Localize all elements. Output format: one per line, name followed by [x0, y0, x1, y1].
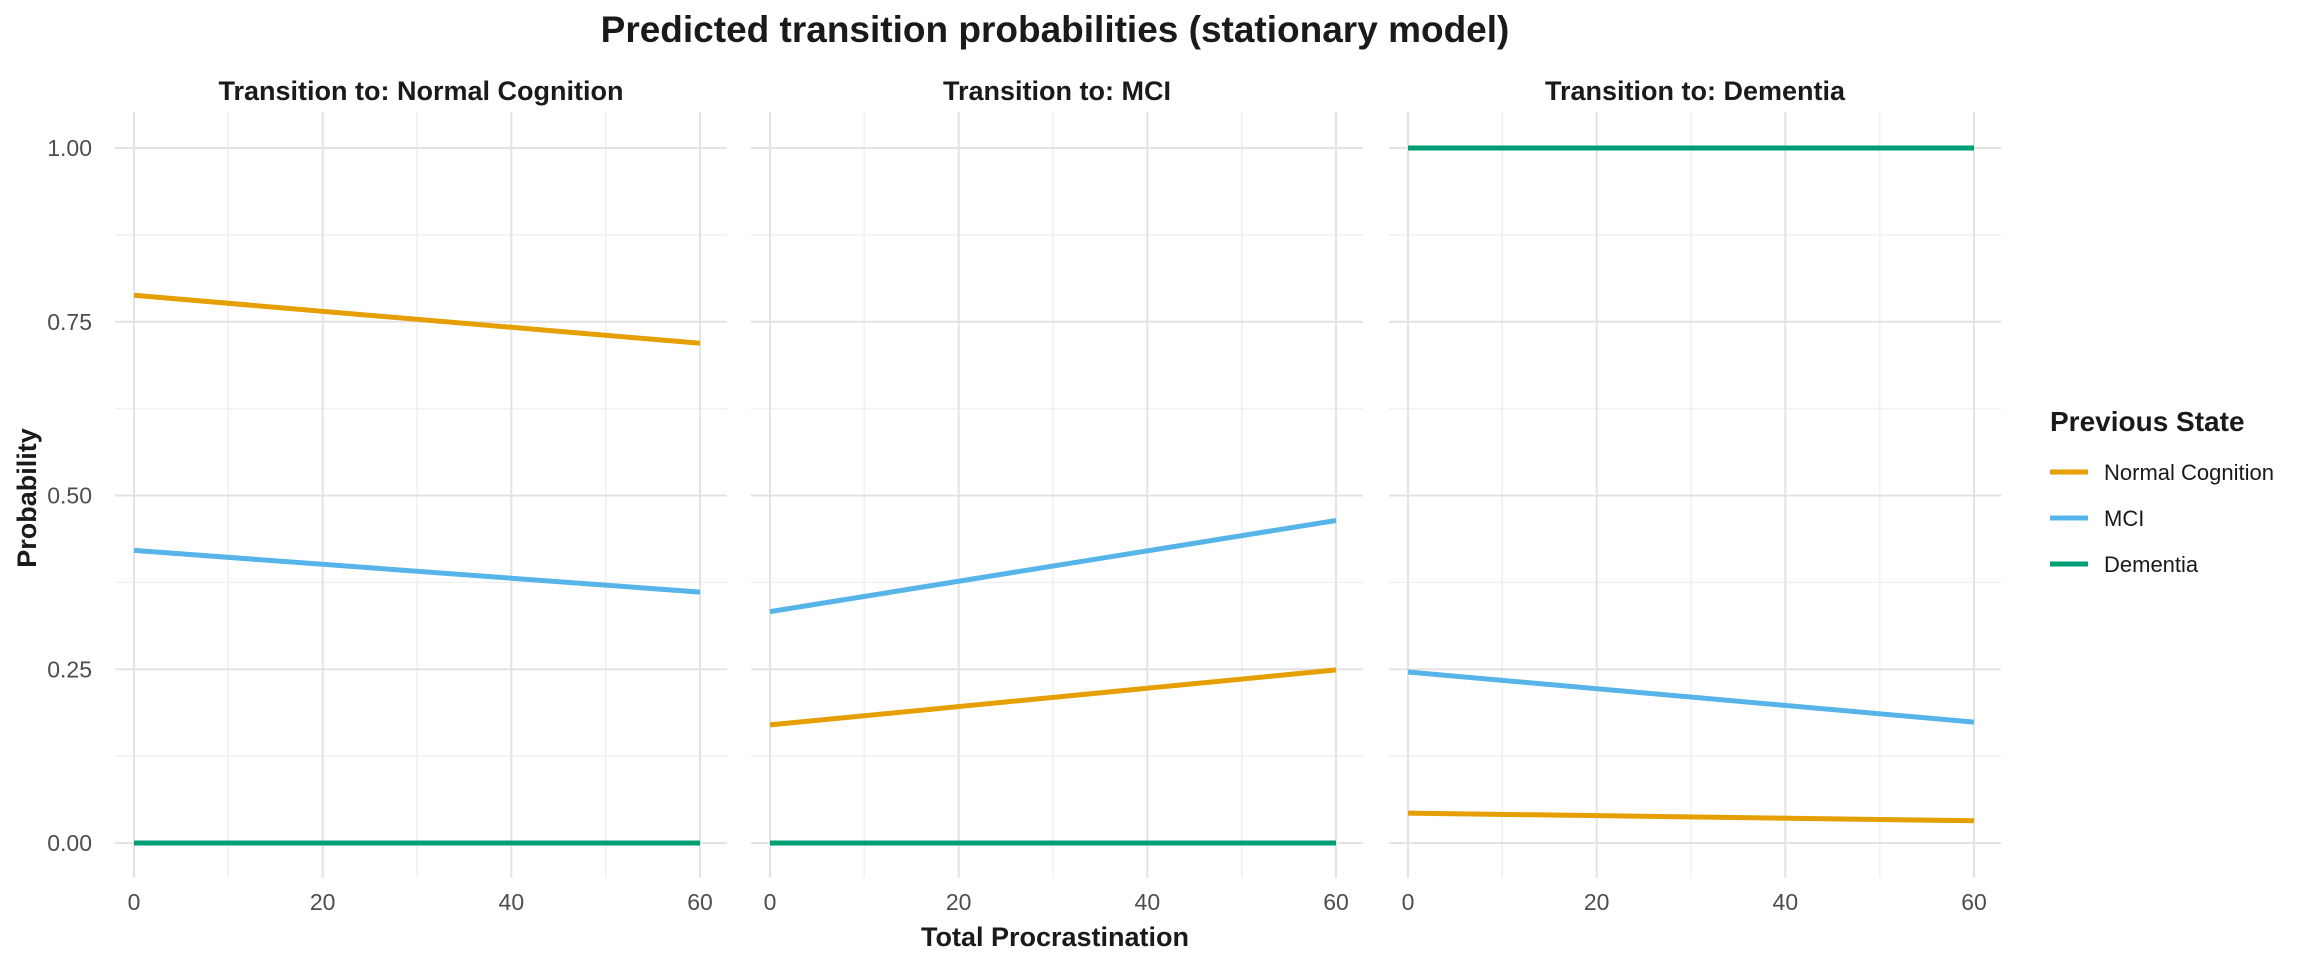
x-tick-label: 60: [1323, 889, 1349, 915]
legend-title: Previous State: [2050, 406, 2245, 437]
x-tick-label: 20: [946, 889, 972, 915]
x-tick-label: 60: [687, 889, 713, 915]
x-tick-label: 20: [1584, 889, 1610, 915]
y-tick-label: 0.25: [47, 656, 92, 682]
series-line-normal-cognition: [133, 292, 701, 346]
series-line-mci: [133, 547, 701, 595]
facet-panel: Transition to: Normal Cognition 0 20 40 60 0.…: [47, 76, 727, 915]
x-tick-label: 40: [1773, 889, 1799, 915]
facet-panel: Transition to: Dementia 0 20 40 60: [1389, 76, 2001, 915]
y-tick-label: 0.75: [47, 309, 92, 335]
y-tick-label: 0.50: [47, 483, 92, 509]
legend: Previous State Normal Cognition MCI Dement…: [2050, 406, 2274, 577]
legend-label-normal-cognition: Normal Cognition: [2104, 460, 2274, 485]
x-tick-label: 0: [1402, 889, 1415, 915]
x-axis-title: Total Procrastination: [921, 922, 1189, 952]
series-line-normal-cognition: [1407, 810, 1975, 824]
x-tick-label: 20: [310, 889, 336, 915]
series-line-mci: [769, 518, 1337, 615]
x-tick-label: 0: [128, 889, 141, 915]
y-tick-label: 1.00: [47, 135, 92, 161]
x-tick-label: 40: [1135, 889, 1161, 915]
facet-strip-title: Transition to: MCI: [943, 76, 1171, 106]
facet-panel: Transition to: MCI 0 20 40 60: [751, 76, 1363, 915]
x-tick-label: 60: [1961, 889, 1987, 915]
legend-label-dementia: Dementia: [2104, 552, 2199, 577]
chart-title: Predicted transition probabilities (stat…: [601, 9, 1510, 50]
facet-strip-title: Transition to: Normal Cognition: [219, 76, 624, 106]
facet-panels: Transition to: Normal Cognition 0 20 40 60 0.…: [47, 76, 2001, 915]
y-tick-label: 0.00: [47, 830, 92, 856]
y-axis-title: Probability: [12, 428, 42, 568]
series-line-mci: [1407, 669, 1975, 725]
series-line-normal-cognition: [769, 667, 1337, 728]
facet-strip-title: Transition to: Dementia: [1545, 76, 1846, 106]
legend-label-mci: MCI: [2104, 506, 2144, 531]
x-tick-label: 40: [499, 889, 525, 915]
x-tick-label: 0: [764, 889, 777, 915]
